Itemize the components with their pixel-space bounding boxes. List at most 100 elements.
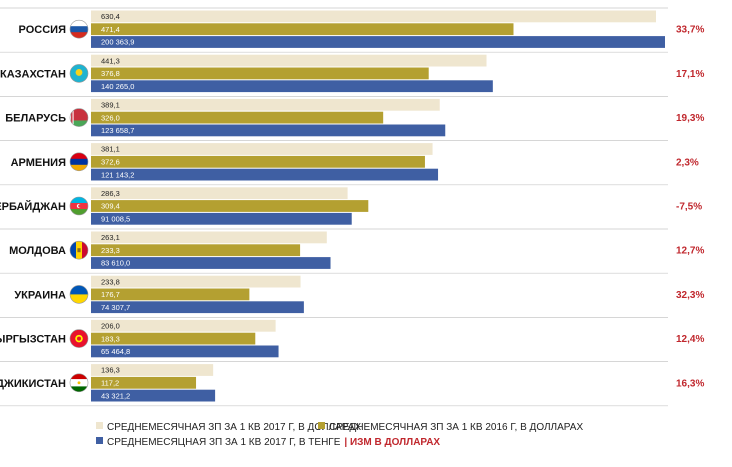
russia-flag-icon xyxy=(69,19,89,39)
bar-usd-2017 xyxy=(91,364,214,376)
bar-kzt-2017 xyxy=(91,36,665,48)
change-percent-label: 12,7% xyxy=(676,246,704,257)
tajikistan-flag-icon xyxy=(69,373,89,393)
chart-row: УКРАИНА 233,8 176,7 74 307,7 32,3% xyxy=(0,272,704,314)
bar-usd-2017 xyxy=(91,10,656,23)
country-label: АЗЕРБАЙДЖАН xyxy=(0,200,66,213)
chart-row: РОССИЯ 630,4 471,4 200 363,9 33,7% xyxy=(0,7,704,48)
bar-usd-2016 xyxy=(91,244,301,257)
bar-value-label: 263,1 xyxy=(101,233,120,242)
bar-value-label: 183,3 xyxy=(101,334,120,343)
bar-value-label: 43 321,2 xyxy=(101,391,130,400)
change-percent-label: 33,7% xyxy=(676,25,704,36)
change-percent-label: -7,5% xyxy=(676,202,702,213)
chart-row: КАЗАХСТАН 441,3 376,8 140 265,0 17,1% xyxy=(0,51,704,93)
chart-row: БЕЛАРУСЬ 389,1 326,0 123 658,7 19,3% xyxy=(0,96,704,137)
belarus-flag-icon xyxy=(69,108,89,127)
bar-usd-2016 xyxy=(91,155,425,168)
bar-usd-2017 xyxy=(91,275,301,288)
kyrgyzstan-flag-icon xyxy=(69,329,89,348)
chart-row: КЫРГЫЗСТАН 206,0 183,3 65 464,8 12,4% xyxy=(0,317,704,358)
bar-value-label: 83 610,0 xyxy=(101,259,130,268)
bar-usd-2016 xyxy=(91,200,369,212)
change-percent-label: 17,1% xyxy=(676,69,704,80)
country-label: РОССИЯ xyxy=(19,24,67,36)
bar-value-label: 376,8 xyxy=(101,69,120,78)
bar-value-label: 140 265,0 xyxy=(101,82,134,91)
bar-usd-2016 xyxy=(91,332,256,345)
country-label: ТАДЖИКИСТАН xyxy=(0,378,66,390)
chart-row: МОЛДОВА 263,1 233,3 83 610,0 12,7% xyxy=(0,228,704,269)
country-label: БЕЛАРУСЬ xyxy=(5,113,66,125)
chart-row: АЗЕРБАЙДЖАН 286,3 309,4 91 008,5 -7,5% xyxy=(0,184,702,225)
azerbaijan-flag-icon xyxy=(69,196,89,216)
bar-usd-2017 xyxy=(91,187,348,200)
bar-value-label: 65 464,8 xyxy=(101,347,130,356)
legend-swatch xyxy=(318,422,325,429)
country-label: УКРАИНА xyxy=(14,289,66,301)
bar-value-label: 136,3 xyxy=(101,366,120,375)
bar-value-label: 389,1 xyxy=(101,101,120,110)
kazakhstan-flag-icon xyxy=(69,64,89,83)
bar-value-label: 630,4 xyxy=(101,12,120,21)
country-label: МОЛДОВА xyxy=(9,245,66,257)
change-percent-label: 32,3% xyxy=(676,290,704,301)
chart-rows: РОССИЯ 630,4 471,4 200 363,9 33,7% КАЗАХСТАН 4… xyxy=(0,7,704,407)
bar-value-label: 441,3 xyxy=(101,56,120,65)
country-label: АРМЕНИЯ xyxy=(11,157,66,169)
bar-value-label: 121 143,2 xyxy=(101,170,134,179)
bar-value-label: 233,3 xyxy=(101,246,120,255)
legend-label: СРЕДНЕМЕСЯЦНАЯ ЗП ЗА 1 КВ 2017 Г, В ТЕНГ… xyxy=(107,437,341,448)
chart-legend: СРЕДНЕМЕСЯЧНАЯ ЗП ЗА 1 КВ 2017 Г, В ДОЛЛ… xyxy=(96,422,583,448)
bar-value-label: 117,2 xyxy=(101,379,119,388)
bar-value-label: 206,0 xyxy=(101,322,120,331)
legend-change-label: | ИЗМ В ДОЛЛАРАХ xyxy=(344,437,440,448)
bar-value-label: 74 307,7 xyxy=(101,303,130,312)
ukraine-flag-icon xyxy=(69,285,89,304)
change-percent-label: 12,4% xyxy=(676,334,704,345)
bar-value-label: 91 008,5 xyxy=(101,215,130,224)
bar-usd-2016 xyxy=(91,376,197,389)
bar-value-label: 176,7 xyxy=(101,290,120,299)
country-label: КАЗАХСТАН xyxy=(0,68,66,80)
bar-value-label: 372,6 xyxy=(101,158,120,167)
bar-value-label: 471,4 xyxy=(101,25,120,34)
bar-kzt-2017 xyxy=(91,301,304,314)
change-percent-label: 16,3% xyxy=(676,378,704,389)
legend-item: СРЕДНЕМЕСЯЧНАЯ ЗП ЗА 1 КВ 2017 Г, В ДОЛЛ… xyxy=(96,422,361,433)
bar-usd-2016 xyxy=(91,288,250,301)
bar-usd-2016 xyxy=(91,111,384,124)
legend-swatch xyxy=(96,422,103,429)
bar-value-label: 381,1 xyxy=(101,145,120,154)
bar-kzt-2017 xyxy=(91,212,352,225)
legend-label: СРЕДНЕМЕСЯЧНАЯ ЗП ЗА 1 КВ 2017 Г, В ДОЛЛ… xyxy=(107,422,361,433)
legend-label: СРЕДНЕМЕСЯЧНАЯ ЗП ЗА 1 КВ 2016 Г, В ДОЛЛ… xyxy=(329,422,583,433)
legend-swatch xyxy=(96,437,103,444)
bar-value-label: 309,4 xyxy=(101,202,120,211)
bar-usd-2017 xyxy=(91,98,440,111)
bar-usd-2016 xyxy=(91,23,514,36)
bar-usd-2017 xyxy=(91,231,327,244)
legend-item: СРЕДНЕМЕСЯЦНАЯ ЗП ЗА 1 КВ 2017 Г, В ТЕНГ… xyxy=(96,437,440,448)
bar-usd-2017 xyxy=(91,319,276,332)
bar-value-label: 123 658,7 xyxy=(101,126,134,135)
bar-kzt-2017 xyxy=(91,168,439,181)
bar-kzt-2017 xyxy=(91,389,216,402)
bar-usd-2017 xyxy=(91,54,487,67)
bar-kzt-2017 xyxy=(91,80,493,93)
bar-value-label: 200 363,9 xyxy=(101,38,134,47)
bar-value-label: 233,8 xyxy=(101,277,120,286)
bar-kzt-2017 xyxy=(91,257,331,269)
chart-row: АРМЕНИЯ 381,1 372,6 121 143,2 2,3% xyxy=(0,140,699,181)
bar-usd-2016 xyxy=(91,67,429,80)
bar-usd-2017 xyxy=(91,143,433,155)
legend-item: СРЕДНЕМЕСЯЧНАЯ ЗП ЗА 1 КВ 2016 Г, В ДОЛЛ… xyxy=(318,422,583,433)
bar-kzt-2017 xyxy=(91,124,446,137)
country-label: КЫРГЫЗСТАН xyxy=(0,334,66,346)
moldova-flag-icon xyxy=(69,240,89,260)
bar-value-label: 326,0 xyxy=(101,113,120,122)
bar-value-label: 286,3 xyxy=(101,189,120,198)
change-percent-label: 19,3% xyxy=(676,113,704,124)
chart-row: ТАДЖИКИСТАН 136,3 117,2 43 321,2 16,3% xyxy=(0,361,704,402)
